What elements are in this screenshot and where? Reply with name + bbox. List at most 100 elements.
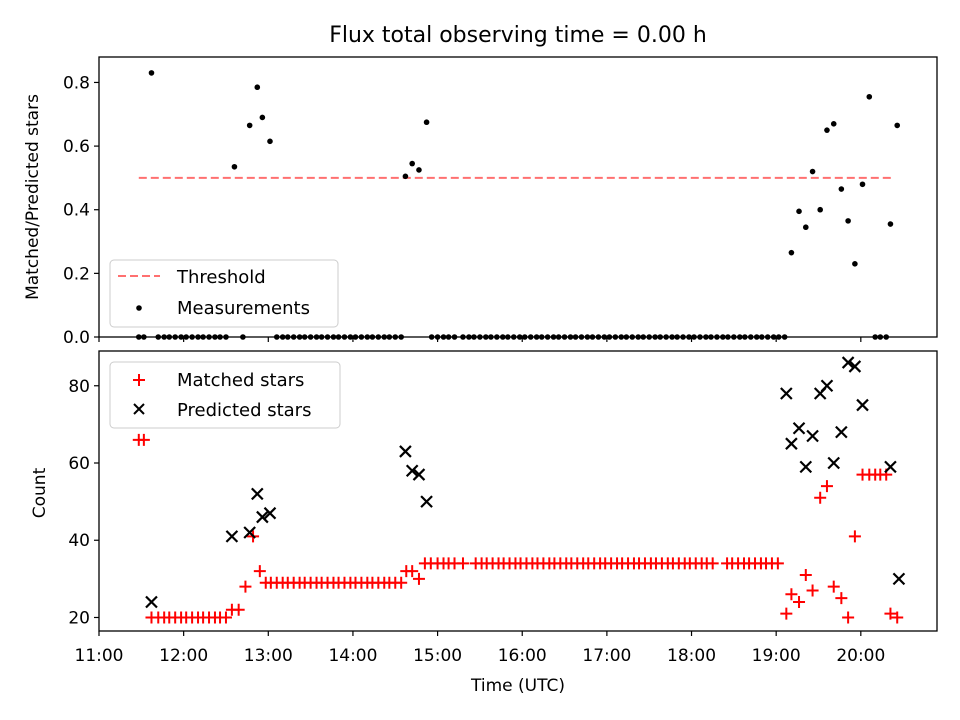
predicted-point xyxy=(820,379,834,393)
measurement-point xyxy=(887,221,894,227)
predicted-point xyxy=(780,387,793,400)
legend-matched-label: Matched stars xyxy=(177,370,304,391)
legend-threshold-label: Threshold xyxy=(176,267,266,288)
predicted-point xyxy=(806,429,819,443)
top-y-axis-label: Matched/Predicted stars xyxy=(23,94,43,300)
matched-point xyxy=(814,491,827,504)
x-axis-label: Time (UTC) xyxy=(470,676,565,696)
predicted-point xyxy=(841,356,855,369)
measurement-point xyxy=(409,160,415,167)
matched-point xyxy=(884,607,897,620)
predicted-point xyxy=(799,460,813,474)
measurement-point xyxy=(246,122,253,129)
x-tick-label: 19:00 xyxy=(752,646,801,666)
measurement-point xyxy=(838,186,845,192)
matched-point xyxy=(219,611,232,624)
bottom-y-tick-label: 60 xyxy=(68,454,90,474)
bottom-y-axis-label: Count xyxy=(30,467,50,518)
measurement-point xyxy=(852,261,858,267)
matched-point xyxy=(771,557,784,570)
predicted-point xyxy=(835,425,848,439)
measurement-point xyxy=(894,122,901,129)
x-tick-label: 18:00 xyxy=(667,646,716,666)
top-y-tick-label: 0.0 xyxy=(63,328,90,348)
predicted-point xyxy=(256,510,269,524)
matched-point xyxy=(793,596,806,609)
measurement-point xyxy=(845,218,851,224)
predicted-point xyxy=(243,526,256,539)
predicted-point xyxy=(892,572,906,586)
matched-point xyxy=(412,572,425,585)
x-tick-label: 11:00 xyxy=(75,646,124,666)
measurement-point xyxy=(267,138,273,145)
predicted-point xyxy=(399,445,412,458)
measurement-point xyxy=(254,84,261,91)
bottom-y-ticks: 20 40 60 80 xyxy=(68,377,99,628)
top-y-tick-label: 0.4 xyxy=(63,201,90,221)
matched-point xyxy=(706,557,719,570)
matched-point xyxy=(780,607,793,620)
measurement-point xyxy=(402,173,409,180)
matched-point xyxy=(456,557,469,570)
measurement-point xyxy=(809,168,816,175)
predicted-point xyxy=(884,460,897,474)
legend-predicted-label: Predicted stars xyxy=(177,400,311,421)
predicted-point xyxy=(792,421,806,435)
bottom-y-tick-label: 40 xyxy=(68,531,90,551)
measurement-point xyxy=(817,206,823,213)
legend-measurement-dot-icon xyxy=(136,305,142,311)
predicted-point xyxy=(405,464,419,478)
bottom-y-tick-label: 80 xyxy=(68,377,90,397)
measurement-point xyxy=(231,163,238,170)
bottom-x-ticks: 11:00 12:00 13:00 14:00 15:00 16:00 17:00 18:00… xyxy=(75,631,885,666)
measurement-point xyxy=(859,181,866,188)
chart-title: Flux total observing time = 0.00 h xyxy=(329,23,707,48)
matched-point xyxy=(848,530,861,543)
top-legend: Threshold Measurements xyxy=(109,259,339,328)
top-panel: 0.00.20.40.60.8 Matched/Predicted stars … xyxy=(23,56,938,348)
legend-predicted-x-icon xyxy=(133,403,145,415)
bottom-y-tick-label: 20 xyxy=(68,608,90,628)
measurement-point xyxy=(824,127,830,133)
top-x-ticks xyxy=(98,337,862,342)
predicted-point xyxy=(251,487,264,501)
measurement-point xyxy=(788,249,795,256)
matched-point xyxy=(137,433,150,446)
x-tick-label: 12:00 xyxy=(159,646,208,666)
bottom-legend-box xyxy=(109,361,341,429)
top-axes-frame xyxy=(98,56,938,338)
matched-point xyxy=(785,588,798,601)
measurement-point xyxy=(830,121,837,127)
x-tick-label: 17:00 xyxy=(582,646,631,666)
predicted-point xyxy=(827,456,841,470)
top-y-ticks: 0.0 0.2 0.4 0.6 0.8 xyxy=(63,73,99,348)
measurement-point xyxy=(259,114,266,121)
matched-point xyxy=(842,611,855,624)
predicted-point xyxy=(145,595,158,609)
matched-point xyxy=(820,480,833,493)
predicted-point xyxy=(225,530,239,543)
x-tick-label: 15:00 xyxy=(413,646,462,666)
predicted-point xyxy=(420,495,433,508)
predicted-point xyxy=(785,437,798,450)
measurement-point xyxy=(416,167,422,173)
legend-matched-plus-icon xyxy=(133,374,145,386)
measurement-point xyxy=(796,208,802,215)
x-tick-label: 16:00 xyxy=(498,646,547,666)
matched-point xyxy=(232,603,245,616)
predicted-point xyxy=(412,468,426,481)
measurement-point xyxy=(148,70,155,76)
matched-point xyxy=(406,565,419,578)
legend-measurements-label: Measurements xyxy=(177,298,310,319)
measurement-point xyxy=(423,119,430,126)
bottom-axes-frame xyxy=(98,350,938,632)
top-y-tick-label: 0.2 xyxy=(63,264,90,284)
x-tick-label: 13:00 xyxy=(244,646,293,666)
predicted-point xyxy=(263,506,277,520)
matched-point xyxy=(799,569,812,581)
matched-point xyxy=(835,592,848,605)
top-y-tick-label: 0.8 xyxy=(63,73,90,93)
